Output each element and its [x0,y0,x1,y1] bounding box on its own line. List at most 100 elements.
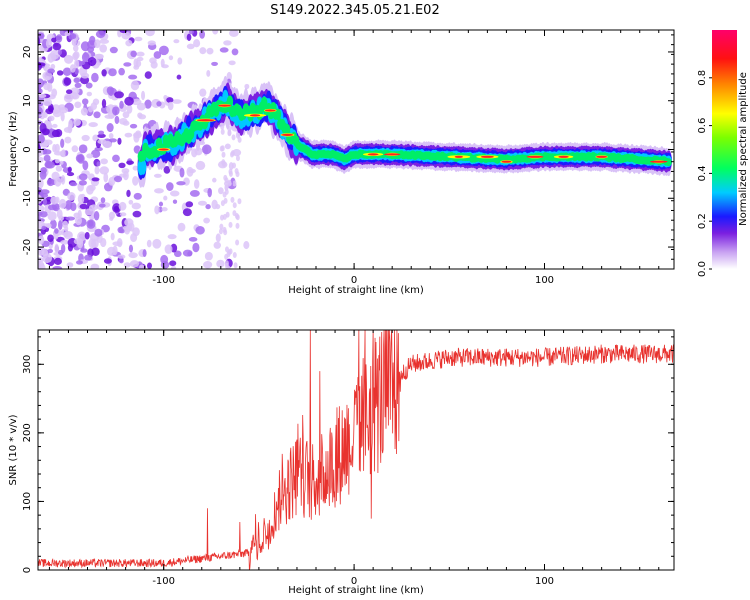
heatmap-noise-blob [73,118,81,127]
heatmap-noise-blob [124,132,133,138]
heatmap-noise-blob [80,60,86,66]
heatmap-noise-blob [123,62,132,67]
heatmap-noise-blob [193,39,201,48]
heatmap-noise-blob [99,44,108,53]
heatmap-noise-blob [222,226,227,233]
spectrogram-x-tick-label: 100 [535,275,554,286]
heatmap-noise-blob [122,225,129,230]
heatmap-peak [249,114,261,117]
heatmap-noise-blob [207,187,212,198]
heatmap-noise-blob [145,30,155,37]
heatmap-noise-blob [41,248,49,257]
heatmap-noise-blob [130,50,137,58]
heatmap-noise-blob [42,71,53,81]
heatmap-noise-blob [41,142,49,147]
snr-ticks: -100 0 100 0 100 200 300 [22,330,674,587]
heatmap-ridge-blob [665,158,672,167]
heatmap-noise-blob [91,247,100,256]
heatmap-noise-blob [109,46,118,54]
heatmap-noise-blob [57,49,62,56]
heatmap-noise-blob [199,47,207,55]
heatmap-noise-blob [91,72,99,83]
heatmap-noise-blob [38,134,45,144]
heatmap-noise-blob [199,88,207,97]
snr-y-tick-label: 100 [22,492,33,511]
heatmap-noise-blob [121,31,131,40]
heatmap-noise-blob [176,74,182,80]
heatmap-noise-blob [153,173,162,178]
heatmap-noise-blob [60,111,65,122]
heatmap-noise-blob [56,70,64,76]
heatmap-noise-blob [112,154,120,163]
heatmap-noise-blob [204,251,213,261]
heatmap-noise-blob [77,239,84,249]
spectrogram-y-tick-label: -10 [22,190,33,206]
heatmap-noise-blob [123,170,129,181]
heatmap-noise-blob [146,239,152,248]
heatmap-noise-blob [65,89,73,95]
heatmap-noise-blob [192,242,200,253]
heatmap-noise-blob [169,260,177,267]
heatmap-noise-blob [58,198,67,209]
heatmap-noise-blob [223,40,232,46]
heatmap-peak [384,153,401,156]
heatmap-noise-blob [64,225,69,232]
heatmap-noise-blob [133,192,142,200]
heatmap-noise-blob [138,114,147,120]
heatmap-noise-blob [169,190,180,197]
heatmap-noise-blob [235,239,240,246]
heatmap-noise-blob [67,192,76,201]
heatmap-noise-blob [220,145,225,152]
heatmap-noise-blob [163,195,168,201]
heatmap-noise-blob [220,128,225,135]
heatmap-noise-blob [78,144,88,154]
heatmap-noise-blob [156,101,162,107]
heatmap-noise-blob [66,262,74,268]
spectrogram-y-tick-label: 10 [22,94,33,107]
heatmap-noise-blob [237,198,242,205]
heatmap-noise-blob [87,220,94,227]
heatmap-noise-blob [163,95,168,100]
heatmap-noise-blob [79,203,88,210]
heatmap-noise-blob [43,82,51,91]
snr-series-line [37,329,675,571]
heatmap-noise-blob [130,80,140,91]
heatmap-ridge-blob [274,108,282,121]
heatmap-noise-blob [75,260,83,265]
heatmap-noise-blob [67,123,73,134]
heatmap-noise-blob [88,122,98,128]
heatmap-noise-blob [80,107,88,116]
heatmap-noise-blob [60,175,66,185]
heatmap-peak [264,109,276,112]
heatmap-noise-blob [117,137,122,145]
heatmap-noise-blob [167,101,174,111]
heatmap-noise-blob [47,53,55,63]
heatmap-noise-blob [218,187,224,195]
heatmap-noise-blob [103,141,113,149]
heatmap-noise-blob [91,177,100,182]
heatmap-noise-blob [88,205,94,212]
heatmap-noise-blob [40,189,50,195]
heatmap-noise-blob [65,199,73,210]
heatmap-noise-blob [132,175,139,186]
heatmap-noise-blob [38,32,45,40]
heatmap-noise-blob [212,30,219,35]
heatmap-noise-blob [228,60,236,66]
heatmap-noise-blob [47,68,55,74]
heatmap-noise-blob [153,51,162,59]
heatmap-noise-blob [55,196,60,204]
heatmap-noise-blob [50,63,56,70]
heatmap-noise-blob [182,249,193,257]
heatmap-noise-blob [46,178,55,187]
colorbar-tick-label: 0.4 [697,165,708,181]
heatmap-noise-blob [237,136,242,143]
heatmap-noise-blob [78,173,88,181]
heatmap-ridge-blob [283,123,291,136]
heatmap-noise-blob [103,172,109,183]
heatmap-noise-blob [65,216,76,221]
spectrogram-y-axis-label: Frequency (Hz) [8,111,19,187]
heatmap-noise-blob [84,254,93,261]
heatmap-noise-blob [58,160,64,165]
snr-x-axis-label: Height of straight line (km) [288,585,424,596]
heatmap-noise-blob [232,202,237,209]
